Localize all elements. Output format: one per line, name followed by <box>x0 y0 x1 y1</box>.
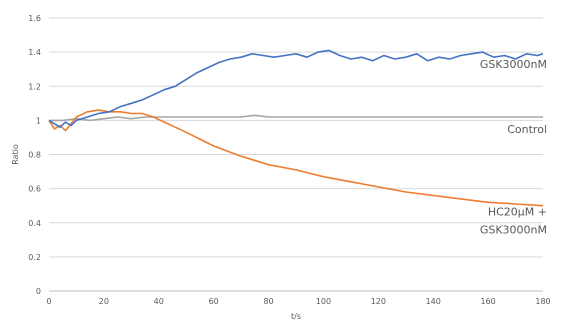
series-label: HC20μM + <box>488 206 547 219</box>
y-tick-label: 1.2 <box>28 82 41 91</box>
series-label: Control <box>507 123 547 136</box>
series-line-2 <box>48 109 544 207</box>
series-label: GSK3000nM <box>480 224 547 237</box>
x-tick-label: 40 <box>154 297 164 306</box>
series-lines <box>48 49 544 207</box>
series-line-1 <box>49 114 543 122</box>
series-label: GSK3000nM <box>480 58 547 71</box>
x-tick-label: 180 <box>535 297 550 306</box>
x-axis-title: t/s <box>291 312 301 321</box>
y-tick-label: 1 <box>36 116 41 125</box>
y-tick-label: 1.4 <box>28 48 41 57</box>
series-labels: GSK3000nM Control HC20μM + GSK3000nM <box>480 58 547 237</box>
x-tick-label: 100 <box>316 297 331 306</box>
y-tick-label: 0 <box>36 287 41 296</box>
x-tick-label: 160 <box>480 297 495 306</box>
series-line-0 <box>48 49 544 128</box>
x-tick-label: 80 <box>263 297 273 306</box>
y-tick-label: 0.2 <box>28 253 41 262</box>
gridlines <box>49 17 543 292</box>
y-tick-label: 0.8 <box>28 151 41 160</box>
axes: 0 0.2 0.4 0.6 0.8 1 1.2 1.4 1.6 0 20 40 60 80 100 120 14… <box>28 14 550 306</box>
y-tick-label: 0.6 <box>28 185 41 194</box>
y-axis-title: Ratio <box>11 144 20 165</box>
x-tick-label: 60 <box>209 297 219 306</box>
x-tick-label: 140 <box>426 297 441 306</box>
x-tick-label: 20 <box>99 297 109 306</box>
x-tick-label: 0 <box>46 297 51 306</box>
y-tick-label: 1.6 <box>28 14 41 23</box>
x-tick-label: 120 <box>371 297 386 306</box>
y-tick-label: 0.4 <box>28 219 41 228</box>
